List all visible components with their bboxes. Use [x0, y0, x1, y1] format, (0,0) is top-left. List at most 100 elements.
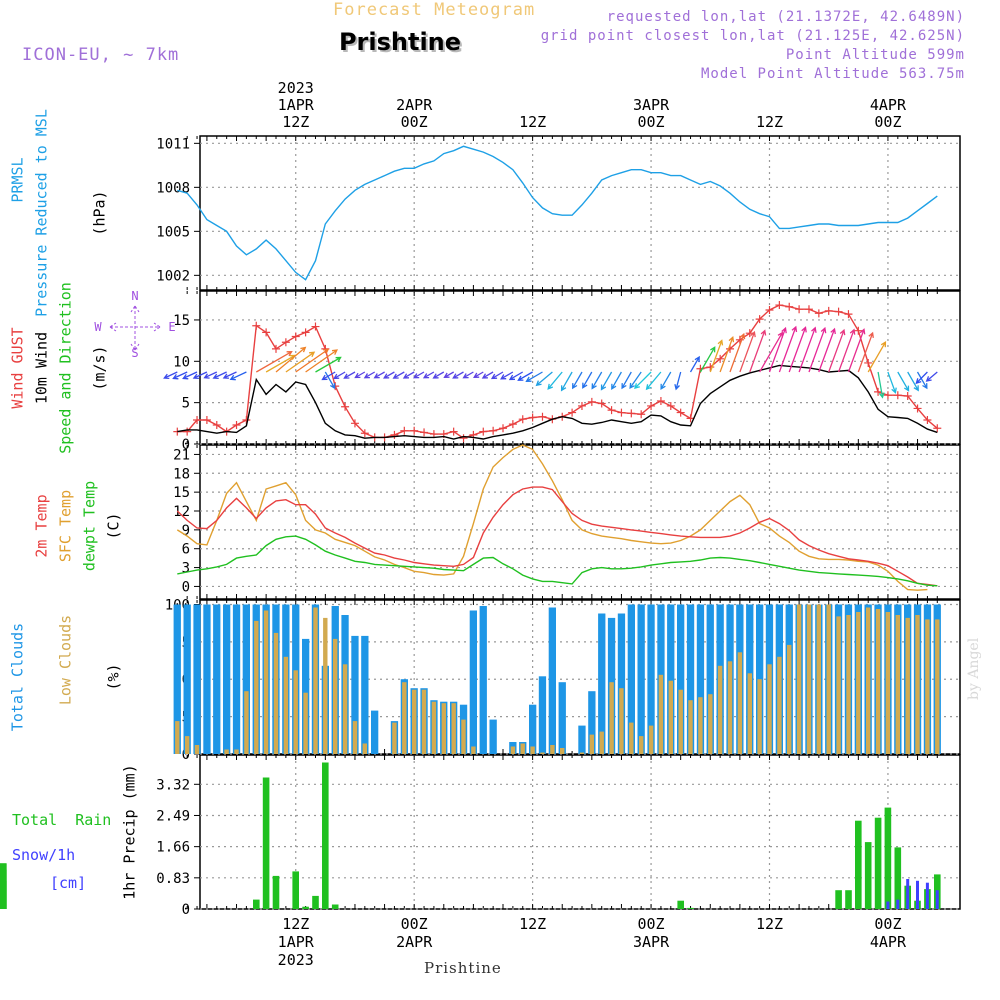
rain-bar — [874, 817, 882, 909]
low-cloud-bar — [254, 620, 259, 754]
gust-marker — [923, 416, 932, 425]
gust-marker — [913, 404, 922, 413]
wind-direction-arrow — [818, 327, 836, 373]
gust-marker — [814, 309, 823, 318]
dewpoint-line — [177, 535, 938, 587]
wind-direction-arrow — [582, 371, 593, 389]
gust-marker — [844, 310, 853, 319]
total-cloud-bar — [617, 613, 626, 754]
gust-marker — [587, 397, 596, 406]
total-cloud-bar — [223, 604, 231, 754]
wind-direction-arrow — [203, 371, 218, 379]
gust-marker — [755, 315, 764, 324]
wind-direction-arrow — [432, 371, 445, 379]
low-cloud-bar — [737, 652, 743, 754]
model-name: ICON-EU, ~ 7km — [22, 45, 180, 65]
total-cloud-bar — [489, 719, 497, 754]
rain-bar — [677, 900, 684, 909]
top-time-label: 1APR — [278, 96, 315, 114]
pressure-line — [177, 145, 938, 281]
bottom-location: Prishtine — [424, 959, 502, 977]
low-cloud-bar — [520, 743, 525, 754]
y-tick-label: 6 — [182, 542, 190, 558]
wind-direction-arrow — [729, 332, 746, 373]
compass-n: N — [131, 289, 138, 303]
y-tick-label: 3 — [182, 561, 190, 577]
panel-frame — [199, 444, 961, 600]
low-cloud-bar — [461, 719, 466, 754]
wind-direction-arrow — [321, 371, 336, 381]
gust-marker — [311, 322, 320, 331]
rain-bar — [272, 875, 280, 909]
gust-marker — [538, 412, 547, 421]
low-cloud-bar — [283, 656, 289, 754]
total-cloud-bar — [578, 725, 586, 754]
top-time-label: 12Z — [519, 113, 546, 131]
top-time-label: 00Z — [638, 113, 665, 131]
temp-2m-line — [176, 486, 938, 587]
gust-marker — [597, 399, 606, 408]
total-cloud-bar — [479, 606, 487, 754]
wind-direction-arrow — [163, 371, 178, 380]
wind-direction-arrow — [535, 371, 553, 387]
total-cloud-bar — [686, 604, 695, 754]
rain-bar — [894, 847, 902, 909]
gust-marker — [528, 413, 537, 422]
low-cloud-bar — [579, 752, 585, 754]
snow-unit: [cm] — [50, 874, 86, 892]
low-cloud-bar — [599, 731, 604, 754]
pressure-unit: (hPa) — [91, 190, 109, 235]
gust-marker — [864, 358, 873, 367]
rain-bar — [262, 777, 270, 909]
gust-marker — [647, 401, 656, 410]
total-cloud-bar — [351, 635, 359, 754]
low-cloud-bar — [352, 721, 358, 754]
gust-marker — [301, 328, 310, 337]
wind-direction-arrow — [925, 371, 938, 382]
wind-direction-arrow — [837, 328, 856, 373]
wind-direction-arrow — [422, 371, 435, 379]
gust-marker — [637, 410, 646, 419]
low-cloud-bar — [727, 661, 733, 754]
low-cloud-bar — [796, 604, 802, 754]
low-cloud-bar — [717, 665, 723, 754]
low-cloud-bar — [668, 680, 673, 754]
gust-marker — [824, 306, 833, 315]
dewpoint-label: dewpt Temp — [81, 481, 99, 571]
gust-marker — [271, 344, 280, 353]
total-cloud-bar — [203, 604, 211, 754]
gust-marker — [795, 305, 804, 314]
low-cloud-label: Low Clouds — [57, 615, 75, 705]
wind-direction-arrow — [857, 331, 874, 373]
total-cloud-bar — [183, 604, 191, 754]
wind-direction-arrow — [887, 371, 897, 394]
compass-s: S — [131, 346, 138, 360]
y-tick-label: 3.32 — [156, 777, 190, 793]
compass-e: E — [168, 320, 175, 334]
wind-direction-arrow — [877, 371, 885, 399]
snow-bar — [886, 901, 890, 909]
wind-direction-arrow — [645, 371, 662, 391]
gust-marker — [716, 354, 725, 363]
wind-direction-arrow — [778, 325, 798, 373]
precip-axis-label: 1hr Precip (mm) — [121, 764, 139, 899]
total-cloud-bar — [598, 613, 606, 754]
low-cloud-bar — [629, 722, 634, 754]
gridpoint-coords: grid point closest lon,lat (21.125E, 42.… — [540, 28, 965, 44]
low-cloud-bar — [263, 610, 269, 754]
gust-marker — [676, 408, 685, 417]
top-time-label: 12Z — [756, 113, 783, 131]
y-tick-label: 10 — [173, 354, 190, 370]
bottom-time-label: 2APR — [396, 933, 433, 951]
low-cloud-bar — [806, 604, 812, 754]
gust-label: Wind GUST — [9, 327, 27, 408]
wind-direction-arrow — [916, 371, 928, 390]
wind-direction-arrow — [255, 351, 293, 373]
top-time-label: 00Z — [401, 113, 428, 131]
total-cloud-bar — [696, 604, 705, 754]
wind-direction-arrow — [674, 371, 682, 391]
low-cloud-bar — [678, 689, 683, 754]
y-tick-label: 0 — [182, 437, 190, 453]
wind-direction-arrow — [222, 371, 237, 379]
snow-bar — [896, 899, 900, 909]
